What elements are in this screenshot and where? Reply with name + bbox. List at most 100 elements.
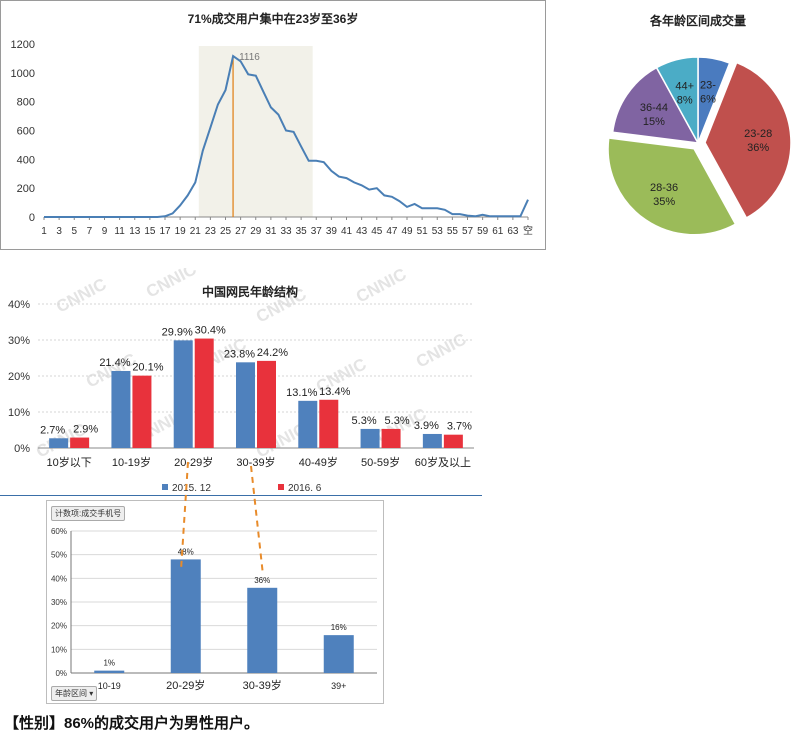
pie-slice [655, 56, 699, 144]
bar [360, 428, 380, 448]
pie-slice-label: 23-28 [744, 128, 772, 140]
bar [422, 433, 442, 448]
pivot-category-label: 10-19 [98, 681, 121, 691]
bar-value-label: 2.9% [73, 424, 98, 436]
x-tick-label: 1 [41, 226, 47, 237]
x-tick-label: 51 [417, 226, 429, 237]
pie-slice-label: 28-36 [650, 182, 678, 194]
bar-category-label: 50-59岁 [361, 455, 400, 469]
y-tick-label: 800 [17, 97, 35, 109]
line-chart-title: 71%成交用户集中在23岁至36岁 [188, 11, 359, 26]
bar [194, 338, 214, 448]
pie-slice-percent: 6% [700, 94, 716, 106]
bar-category-label: 40-49岁 [299, 455, 338, 469]
bar [298, 400, 318, 448]
bar-value-label: 24.2% [257, 347, 288, 359]
bar-value-label: 29.9% [162, 326, 193, 338]
pivot-bar-label: 1% [103, 659, 115, 668]
pivot-bar-label: 48% [178, 547, 194, 556]
bar-value-label: 13.1% [286, 387, 317, 399]
x-tick-label: 41 [341, 226, 353, 237]
x-tick-label: 39 [326, 226, 338, 237]
age-distribution-line-chart: 71%成交用户集中在23岁至36岁 0 200 400 600 800 1000 1200 … [0, 0, 546, 250]
bar-value-label: 3.7% [447, 421, 472, 433]
pivot-bars: 1% 10-19 48% 20-29岁 36% 30-39岁 16% 39+ [94, 547, 354, 692]
bar-value-label: 5.3% [352, 415, 377, 427]
bar [257, 360, 276, 448]
gender-summary-text: 【性别】86%的成交用户为男性用户。 [4, 715, 260, 732]
pivot-category-label: 30-39岁 [243, 678, 282, 692]
bar [49, 438, 69, 448]
pivot-bar [94, 670, 125, 673]
line-series [44, 54, 529, 218]
bar-value-label: 20.1% [132, 362, 163, 374]
x-tick-label: 3 [56, 226, 62, 237]
bar-series: 2.7% 2.9% 10岁以下 21.4% 20.1% 10-19岁 29.9% 30.4% 2… [40, 325, 472, 469]
cnnic-age-structure-bar-chart: CNNIC CNNIC CNNIC CNNIC CNNIC CNNIC CNNIC CNNIC… [0, 259, 482, 498]
x-tick-label: 27 [235, 226, 247, 237]
bar [132, 375, 152, 448]
legend-swatch [278, 484, 284, 490]
x-tick-label: 19 [175, 226, 187, 237]
bar-y-tick-label: 20% [8, 371, 30, 383]
bar [70, 437, 90, 448]
bar-grid: 0% 10% 20% 30% 40% [8, 299, 474, 455]
pie-slice [607, 137, 737, 236]
pivot-bar [170, 559, 201, 673]
bar-category-label: 60岁及以上 [415, 455, 471, 469]
x-tick-label: 33 [280, 226, 292, 237]
pivot-y-tick-label: 60% [51, 527, 67, 536]
x-tick-label: 25 [220, 226, 232, 237]
x-tick-label: 63 [507, 226, 519, 237]
y-tick-label: 1000 [11, 68, 35, 80]
watermark-text: CNNIC [353, 268, 409, 307]
pivot-y-tick-label: 0% [55, 669, 67, 678]
line-chart-svg: 71%成交用户集中在23岁至36岁 020040060080010001200 … [11, 11, 533, 237]
x-tick-label: 55 [447, 226, 459, 237]
bar-y-tick-label: 10% [8, 407, 30, 419]
pie-slice [611, 66, 700, 144]
y-tick-label: 400 [17, 154, 35, 166]
pie-slice-percent: 8% [677, 94, 693, 106]
y-tick-label: 1200 [11, 39, 35, 51]
bar-chart-title: 中国网民年龄结构 [202, 284, 298, 299]
x-tick-label: 43 [356, 226, 368, 237]
pivot-bar [323, 635, 354, 673]
legend-label: 2015. 12 [172, 483, 211, 494]
watermark-text: CNNIC [413, 329, 469, 371]
pivot-category-label: 39+ [331, 681, 346, 691]
bar [111, 370, 131, 448]
x-tick-label: 11 [114, 226, 125, 237]
axis-button-label: 年龄区间 [55, 689, 87, 698]
x-tick-label: 7 [87, 226, 93, 237]
x-tick-label: 53 [432, 226, 444, 237]
x-tick-label: 17 [159, 226, 171, 237]
y-tick-label: 600 [17, 126, 35, 138]
pivot-bar-label: 16% [331, 623, 347, 632]
age-range-axis-button[interactable]: 年龄区间 ▾ [51, 686, 98, 701]
bar-value-label: 5.3% [385, 415, 410, 427]
bar [381, 428, 401, 448]
pivot-y-tick-label: 30% [51, 598, 67, 607]
x-tick-label: 57 [462, 226, 474, 237]
bar-category-label: 20-29岁 [174, 455, 213, 469]
bar-value-label: 13.4% [319, 386, 350, 398]
x-tick-label: 空 [523, 224, 533, 237]
pivot-field-button[interactable]: 计数项:成交手机号 [51, 506, 126, 521]
pivot-grid: 0% 10% 20% 30% 40% 50% 60% [51, 527, 377, 678]
watermark-text: CNNIC [53, 274, 109, 316]
bar-category-label: 30-39岁 [236, 455, 275, 469]
pivot-bar-label: 36% [254, 576, 270, 585]
x-tick-label: 5 [71, 226, 77, 237]
x-tick-label: 49 [401, 226, 413, 237]
pivot-chart-svg: 0% 10% 20% 30% 40% 50% 60% 1% 10-19 48% 20-29岁 36%… [51, 527, 377, 692]
x-tick-label: 13 [129, 226, 141, 237]
pivot-y-tick-label: 10% [51, 645, 67, 654]
pie-slice-percent: 35% [653, 196, 675, 208]
bar-y-tick-label: 0% [14, 443, 30, 455]
x-tick-label: 35 [296, 226, 308, 237]
section-divider [0, 495, 482, 496]
pivot-category-label: 20-29岁 [166, 678, 205, 692]
bar-value-label: 2.7% [40, 424, 65, 436]
